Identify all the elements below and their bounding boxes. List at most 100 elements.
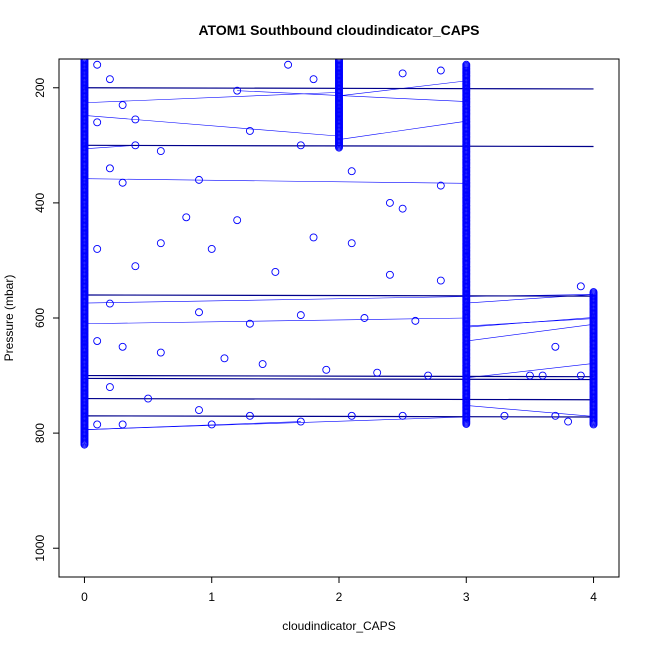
x-tick-label: 0 xyxy=(81,590,88,604)
data-point xyxy=(156,147,165,156)
data-point xyxy=(207,420,216,429)
data-point xyxy=(233,86,242,95)
profile-line xyxy=(84,92,340,104)
profile-line xyxy=(84,87,594,90)
data-point xyxy=(245,126,254,135)
profile-line xyxy=(84,397,594,401)
data-point xyxy=(284,60,293,69)
profile-line xyxy=(84,294,594,297)
y-tick-label: 1000 xyxy=(33,535,47,562)
data-point xyxy=(500,411,509,420)
data-point xyxy=(131,262,140,271)
data-point xyxy=(105,299,114,308)
data-point xyxy=(551,342,560,351)
data-point xyxy=(105,164,114,173)
data-point xyxy=(195,175,203,184)
data-point xyxy=(398,411,407,420)
y-axis: 200 400 600 800 1000 xyxy=(33,77,60,562)
data-point xyxy=(258,360,267,368)
data-point xyxy=(118,178,127,187)
y-axis-label: Pressure (mbar) xyxy=(2,275,16,362)
profile-line xyxy=(84,416,467,430)
profile-line xyxy=(84,317,467,325)
data-point xyxy=(80,440,89,449)
plot-area xyxy=(80,59,598,449)
data-point xyxy=(398,204,407,213)
data-point xyxy=(525,371,534,380)
profile-line xyxy=(466,363,594,379)
data-point xyxy=(347,167,356,176)
profile-line xyxy=(84,415,594,418)
profile-line xyxy=(84,178,467,184)
x-tick-label: 3 xyxy=(463,590,470,604)
data-point xyxy=(373,368,382,377)
data-point xyxy=(385,198,394,207)
data-point xyxy=(93,60,102,69)
data-point xyxy=(131,141,140,150)
data-point xyxy=(538,371,547,380)
data-point xyxy=(424,371,433,380)
y-tick-label: 600 xyxy=(33,308,47,328)
data-point xyxy=(118,342,127,351)
data-point xyxy=(322,365,331,374)
profile-line xyxy=(338,120,467,140)
data-point xyxy=(220,354,229,363)
data-point xyxy=(551,411,560,420)
data-point xyxy=(296,417,305,426)
data-point xyxy=(296,141,305,150)
x-axis: 0 1 2 3 4 xyxy=(81,576,597,604)
data-point xyxy=(93,118,102,127)
profile-line xyxy=(466,324,594,342)
data-point xyxy=(564,417,573,426)
y-tick-label: 800 xyxy=(33,423,47,443)
data-point xyxy=(436,276,445,285)
data-point xyxy=(233,216,242,225)
data-point xyxy=(118,420,127,429)
data-point xyxy=(309,75,318,84)
profile-line xyxy=(237,90,467,102)
data-point xyxy=(360,314,369,322)
data-point xyxy=(207,244,216,253)
x-tick-label: 4 xyxy=(590,590,597,604)
data-point xyxy=(347,411,356,420)
y-tick-label: 400 xyxy=(33,193,47,213)
data-point xyxy=(398,69,407,78)
plot-frame xyxy=(58,58,620,578)
profile-line xyxy=(84,115,340,137)
data-point xyxy=(195,406,203,415)
data-point xyxy=(182,213,191,222)
data-point xyxy=(195,308,203,317)
data-point xyxy=(144,394,153,403)
data-point xyxy=(245,411,254,420)
profile-line xyxy=(84,377,594,381)
data-point xyxy=(576,282,585,291)
x-tick-label: 1 xyxy=(208,590,215,604)
data-point xyxy=(335,143,343,152)
profile-line xyxy=(84,374,594,378)
data-point xyxy=(347,239,356,248)
chart-title: ATOM1 Southbound cloudindicator_CAPS xyxy=(198,22,479,38)
data-point xyxy=(118,101,127,109)
y-tick-label: 200 xyxy=(33,77,47,97)
data-point xyxy=(462,419,471,428)
data-point xyxy=(271,268,280,276)
data-point xyxy=(309,233,318,242)
data-point xyxy=(436,66,445,75)
profile-line xyxy=(466,317,594,328)
data-point xyxy=(576,371,585,380)
data-point xyxy=(93,420,102,429)
x-tick-label: 2 xyxy=(336,590,343,604)
data-point xyxy=(245,319,254,328)
data-point xyxy=(296,311,305,320)
profile-line xyxy=(466,405,594,417)
data-point xyxy=(105,75,114,84)
data-point xyxy=(156,348,165,357)
data-point xyxy=(105,383,114,392)
data-point xyxy=(589,420,598,429)
data-point xyxy=(93,337,102,345)
data-point xyxy=(385,270,394,279)
profile-line xyxy=(84,144,594,148)
data-point xyxy=(156,239,165,248)
x-axis-label: cloudindicator_CAPS xyxy=(282,619,395,633)
